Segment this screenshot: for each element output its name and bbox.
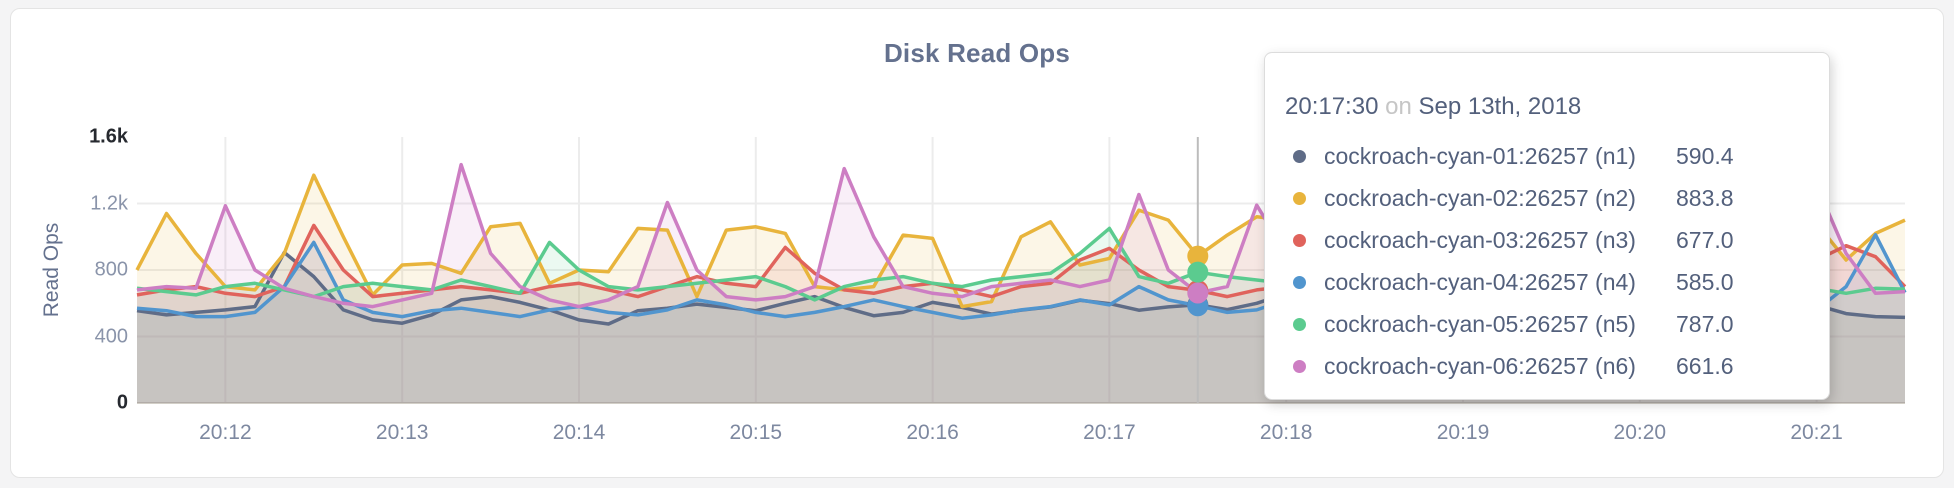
hover-dot-n2 [1187,245,1209,267]
tooltip-row-n5: cockroach-cyan-05:26257 (n5) 787.0 [1285,303,1805,345]
tooltip-series-name: cockroach-cyan-06:26257 (n6) [1324,352,1636,379]
tooltip-series-value: 787.0 [1676,310,1734,337]
x-tick-20:18: 20:18 [1259,421,1313,444]
series-color-dot-n4 [1293,275,1306,289]
x-tick-20:14: 20:14 [552,421,606,444]
tooltip-on-word: on [1385,93,1412,120]
y-tick-400: 400 [94,325,128,347]
series-color-dot-n2 [1293,191,1306,205]
x-tick-20:20: 20:20 [1613,421,1667,444]
tooltip-date: Sep 13th, 2018 [1418,93,1582,120]
hover-tooltip: 20:17:30 on Sep 13th, 2018 cockroach-cya… [1264,52,1830,400]
tooltip-series-value: 661.6 [1676,352,1734,379]
hover-dot-n6 [1187,282,1209,304]
series-color-dot-n6 [1293,359,1306,373]
y-tick-1.2k: 1.2k [90,192,128,214]
tooltip-series-value: 677.0 [1676,226,1734,253]
tooltip-timestamp: 20:17:30 on Sep 13th, 2018 [1285,93,1805,121]
tooltip-row-n6: cockroach-cyan-06:26257 (n6) 661.6 [1285,345,1805,387]
x-tick-20:15: 20:15 [729,421,783,444]
tooltip-series-name: cockroach-cyan-01:26257 (n1) [1324,142,1636,169]
x-tick-20:21: 20:21 [1790,421,1843,444]
series-color-dot-n1 [1293,149,1306,163]
y-tick-800: 800 [94,258,128,281]
tooltip-series-name: cockroach-cyan-05:26257 (n5) [1324,310,1636,337]
x-tick-20:17: 20:17 [1083,421,1136,444]
tooltip-series-name: cockroach-cyan-03:26257 (n3) [1324,226,1636,253]
y-tick-0: 0 [116,391,128,414]
tooltip-time: 20:17:30 [1285,93,1379,120]
series-color-dot-n5 [1293,317,1306,331]
tooltip-row-n4: cockroach-cyan-04:26257 (n4) 585.0 [1285,261,1805,303]
tooltip-series-value: 585.0 [1676,268,1734,295]
tooltip-series-name: cockroach-cyan-02:26257 (n2) [1324,184,1636,211]
tooltip-row-n1: cockroach-cyan-01:26257 (n1) 590.4 [1285,135,1805,177]
x-tick-20:16: 20:16 [906,421,959,444]
chart-title: Disk Read Ops [883,38,1071,68]
y-tick-1.6k: 1.6k [89,125,128,148]
hover-dot-n5 [1187,261,1209,283]
x-tick-20:19: 20:19 [1436,421,1490,444]
tooltip-series-value: 883.8 [1676,184,1734,211]
series-color-dot-n3 [1293,233,1306,247]
tooltip-series-value: 590.4 [1676,142,1734,169]
x-tick-20:13: 20:13 [375,421,429,444]
x-tick-20:12: 20:12 [199,421,252,444]
tooltip-row-n2: cockroach-cyan-02:26257 (n2) 883.8 [1285,177,1805,219]
tooltip-series-name: cockroach-cyan-04:26257 (n4) [1324,268,1636,295]
tooltip-row-n3: cockroach-cyan-03:26257 (n3) 677.0 [1285,219,1805,261]
tooltip-series-list: cockroach-cyan-01:26257 (n1) 590.4 cockroa… [1285,135,1805,387]
